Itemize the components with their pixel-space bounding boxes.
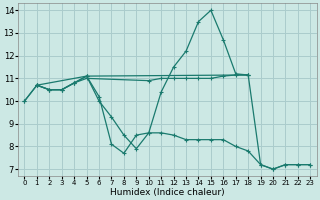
X-axis label: Humidex (Indice chaleur): Humidex (Indice chaleur): [110, 188, 225, 197]
